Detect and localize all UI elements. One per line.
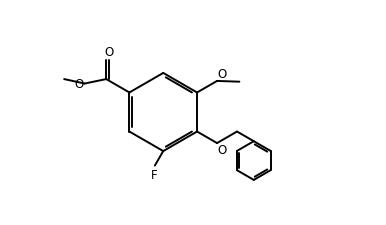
Text: O: O	[74, 77, 83, 90]
Text: O: O	[104, 46, 113, 59]
Text: O: O	[217, 144, 227, 157]
Text: O: O	[217, 68, 227, 81]
Text: F: F	[151, 168, 157, 181]
